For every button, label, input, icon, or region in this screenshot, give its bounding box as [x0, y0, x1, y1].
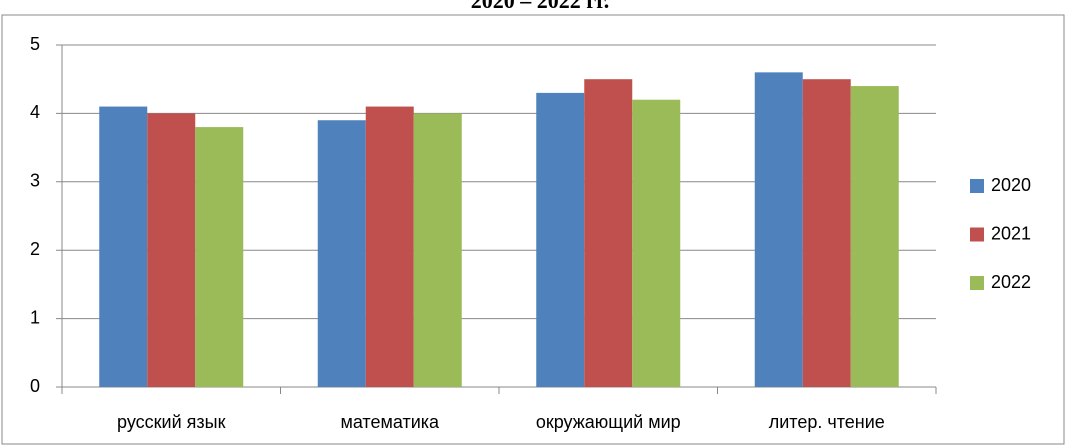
bar [195, 127, 244, 387]
y-tick-label: 2 [30, 239, 40, 259]
x-tick-label: литер. чтение [769, 412, 885, 432]
bar [584, 79, 633, 387]
bar [536, 92, 585, 387]
y-tick-label: 5 [30, 34, 40, 54]
bar [99, 106, 148, 387]
x-tick-label: окружающий мир [536, 412, 681, 432]
x-tick-label: русский язык [117, 412, 226, 432]
y-tick-label: 4 [30, 102, 40, 122]
y-tick-label: 0 [30, 376, 40, 396]
legend-label: 2021 [991, 223, 1031, 243]
bar [850, 86, 899, 387]
bar [147, 113, 196, 388]
bar [365, 106, 414, 387]
bar [754, 72, 803, 388]
legend-swatch [970, 179, 984, 193]
y-tick-label: 1 [30, 307, 40, 327]
legend-swatch [970, 276, 984, 290]
legend-swatch [970, 227, 984, 242]
bar [413, 113, 462, 388]
bar [632, 99, 681, 387]
legend-label: 2020 [991, 175, 1031, 195]
bar [802, 79, 851, 387]
bar [317, 120, 366, 388]
legend-label: 2022 [991, 272, 1031, 292]
chart-title: 2020 – 2022 гг. [471, 0, 610, 13]
x-tick-label: математика [340, 412, 440, 432]
y-tick-label: 3 [30, 171, 40, 191]
